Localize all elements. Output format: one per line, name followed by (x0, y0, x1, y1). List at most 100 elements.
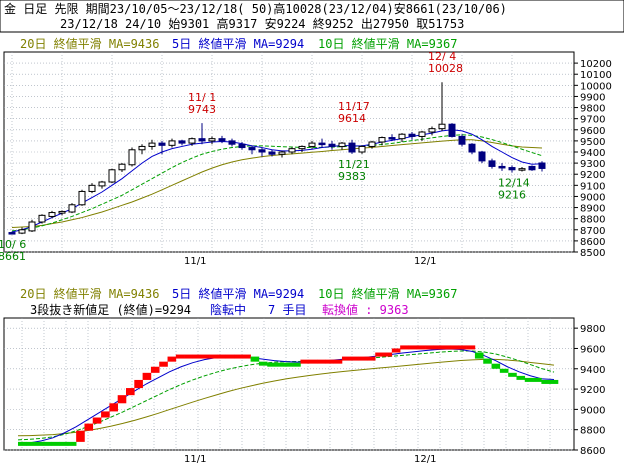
line-break-brick (200, 354, 210, 359)
line-break-brick (541, 379, 550, 384)
line-break-y-tick-label: 9000 (580, 405, 605, 416)
line-break-brick (142, 372, 152, 380)
candle-body (268, 151, 276, 155)
candle-body (308, 142, 316, 147)
line-break-brick (366, 356, 376, 361)
line-break-ma5-line (17, 348, 555, 445)
line-break-info-reversal: 転換値 : 9363 (322, 302, 409, 317)
candle-body (508, 167, 516, 171)
line-break-ma-lines (17, 348, 555, 445)
bottom-legend-ma5: 5日 終値平滑 MA=9294 (172, 286, 304, 301)
line-break-brick (516, 375, 526, 380)
line-break-panel: 8600 8800 9000 9200 9400 9600 9800 11/1 12/1 20… (3, 286, 605, 465)
candlestick-y-tick-label: 10000 (580, 81, 612, 92)
line-break-brick (308, 359, 318, 364)
candle-body (458, 135, 466, 145)
candle-body (338, 142, 346, 147)
line-break-brick (483, 358, 492, 364)
line-break-brick (358, 356, 368, 361)
line-break-brick (250, 356, 260, 362)
line-break-brick (325, 359, 334, 364)
line-break-brick (167, 356, 177, 362)
candle-body (78, 190, 86, 206)
line-break-brick (84, 423, 94, 431)
line-break-brick (283, 362, 293, 367)
candle-body (208, 138, 216, 142)
line-break-brick (524, 377, 534, 382)
bottom-legend-ma10: 10日 終値平滑 MA=9367 (318, 286, 457, 301)
candle-body (468, 143, 476, 153)
candle-body (278, 151, 286, 155)
candle-body (388, 137, 396, 140)
line-break-brick (34, 441, 44, 446)
line-break-brick (258, 361, 268, 366)
candle-body (408, 133, 416, 137)
candle-body (298, 145, 306, 150)
line-break-info-state: 陰転中 (210, 302, 246, 317)
candlestick-y-tick-label: 8700 (580, 226, 605, 237)
candlestick-y-tick-label: 9000 (580, 192, 605, 203)
candle-body (478, 151, 486, 162)
annotation-price: 10028 (428, 62, 463, 75)
line-break-brick (184, 354, 193, 359)
candle-body (448, 123, 456, 137)
candle-body (28, 221, 36, 232)
line-break-brick (76, 430, 85, 442)
line-break-brick (42, 441, 52, 446)
candle-body (358, 145, 366, 153)
candle-body (88, 184, 96, 192)
candle-body (428, 128, 436, 133)
line-break-brick (383, 352, 393, 357)
candle-body (228, 140, 236, 145)
candlestick-y-axis: 8500860087008800890090009100920093009400… (574, 59, 612, 259)
line-break-brick (474, 352, 484, 359)
line-break-ma10-line (17, 350, 555, 441)
candle-body (148, 142, 156, 147)
line-break-brick (109, 403, 118, 412)
line-break-brick (67, 441, 77, 446)
candle-body (318, 142, 326, 146)
candle-body (138, 145, 146, 151)
annotation-price: 9216 (498, 188, 526, 201)
candlestick-y-tick-label: 9200 (580, 170, 605, 181)
candle-body (218, 138, 226, 142)
line-break-brick (209, 354, 218, 359)
candle-body (98, 181, 106, 187)
candle-body (38, 214, 46, 223)
candlestick-ma20-line (11, 139, 543, 229)
annotation-date: 11/21 (338, 158, 370, 171)
line-break-brick (375, 352, 384, 357)
line-break-brick (549, 379, 559, 384)
line-break-x-axis: 11/1 12/1 (184, 454, 436, 465)
candlestick-y-tick-label: 9800 (580, 104, 605, 115)
candle-body (348, 142, 356, 153)
candle-body (68, 204, 76, 213)
line-break-y-tick-label: 9800 (580, 324, 605, 335)
candle-body (538, 162, 546, 169)
line-break-grid (4, 318, 574, 451)
candle-body (8, 232, 16, 235)
top-legend-ma5: 5日 終値平滑 MA=9294 (172, 36, 304, 51)
line-break-brick (458, 345, 467, 350)
line-break-brick (333, 359, 343, 364)
candle-body (168, 140, 176, 146)
line-break-x-tick-label: 12/1 (414, 454, 436, 465)
line-break-brick (491, 363, 501, 369)
top-legend-ma20: 20日 終値平滑 MA=9436 (20, 36, 159, 51)
candle-body (48, 212, 56, 217)
candle-body (188, 138, 196, 144)
candle-body (488, 160, 496, 167)
line-break-brick (175, 354, 185, 359)
candlestick-y-tick-label: 9100 (580, 181, 605, 192)
candle-body (198, 138, 206, 142)
candlestick-x-axis: 11/1 12/1 (184, 256, 436, 267)
annotation-date: 11/17 (338, 100, 370, 113)
candlestick-y-tick-label: 8900 (580, 204, 605, 215)
candle-body (418, 131, 426, 137)
annotation-price: 9383 (338, 170, 366, 183)
bottom-legend-ma20: 20日 終値平滑 MA=9436 (20, 286, 159, 301)
candle-body (328, 143, 336, 147)
